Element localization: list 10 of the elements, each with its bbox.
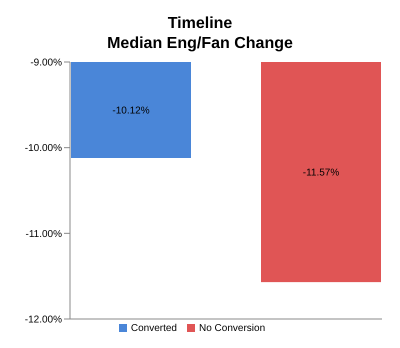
chart-title: Timeline (166, 14, 234, 34)
data-label: -11.57% (302, 168, 340, 179)
chart-subtitle: Median Eng/Fan Change (106, 34, 294, 54)
data-label: -10.12% (112, 106, 150, 117)
y-tick-label: -10.00% (24, 143, 62, 154)
y-tick-label: -9.00% (30, 58, 62, 69)
legend-label: Converted (130, 323, 177, 334)
y-tick-label: -12.00% (24, 314, 62, 326)
y-tick-label: -11.00% (25, 228, 62, 240)
legend-label: No Conversion (198, 323, 266, 334)
